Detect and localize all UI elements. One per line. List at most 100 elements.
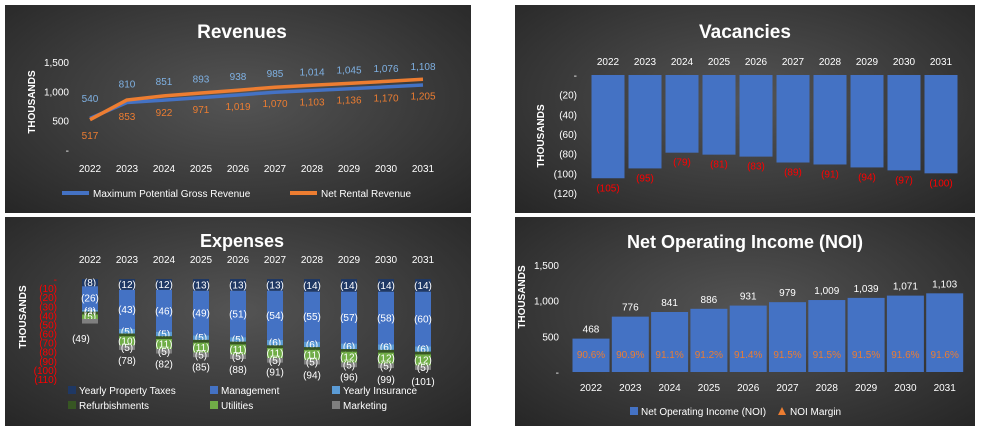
- expense-segment: [304, 279, 320, 292]
- expense-segment: [304, 341, 320, 348]
- expense-segment: [193, 342, 209, 353]
- x-tick-label: 2022: [79, 164, 102, 175]
- total-label: (91): [266, 368, 284, 379]
- data-label: (6): [417, 345, 429, 356]
- vacancy-bar: [887, 75, 921, 171]
- total-label: (101): [411, 377, 434, 388]
- expense-segment: [267, 345, 283, 349]
- expense-segment: [378, 291, 394, 345]
- data-label: (12): [340, 353, 358, 364]
- y-axis-title: THOUSANDS: [536, 104, 547, 168]
- expense-segment: [267, 339, 283, 346]
- margin-label: 91.6%: [931, 350, 959, 361]
- expense-segment: [378, 279, 394, 292]
- data-label: (58): [377, 314, 395, 325]
- margin-label: 90.9%: [616, 350, 644, 361]
- data-label: (13): [229, 280, 247, 291]
- x-tick-label: 2030: [375, 255, 398, 266]
- expense-segment: [119, 289, 135, 329]
- vacancy-bar: [776, 75, 810, 163]
- data-label: 1,108: [410, 62, 435, 73]
- data-label: (26): [81, 294, 99, 305]
- legend-label: Yearly Property Taxes: [79, 386, 176, 397]
- y-tick-label: (80): [559, 150, 577, 161]
- data-label: 1,076: [373, 64, 398, 75]
- x-tick-label: 2029: [855, 383, 878, 394]
- data-label: 517: [82, 131, 99, 142]
- data-label: (3): [84, 309, 96, 320]
- expense-segment: [156, 349, 172, 354]
- y-tick-label: 1,000: [44, 87, 69, 98]
- noi-bar: [611, 316, 649, 372]
- data-label: (14): [340, 281, 358, 292]
- data-label: (95): [636, 173, 654, 184]
- x-tick-label: 2031: [934, 383, 957, 394]
- legend-swatch: [68, 386, 76, 394]
- expense-segment: [82, 319, 98, 324]
- x-tick-label: 2025: [708, 57, 731, 68]
- vacancies-chart-svg: Vacancies THOUSANDS - (20) (40) (60) (80) (10…: [536, 22, 958, 200]
- data-label: (5): [121, 343, 133, 354]
- chart-title: Revenues: [197, 22, 287, 43]
- data-label: (6): [343, 342, 355, 353]
- expense-segment: [193, 352, 209, 358]
- data-label: 1,039: [854, 284, 879, 295]
- y-tick-label: (110): [34, 375, 57, 386]
- expense-segment: [415, 291, 431, 347]
- margin-label: 91.5%: [813, 350, 841, 361]
- data-label: (11): [303, 350, 320, 361]
- expense-segment: [82, 309, 98, 312]
- data-label: (5): [417, 363, 429, 374]
- expense-segment: [267, 279, 283, 291]
- data-label: 468: [583, 325, 600, 336]
- data-label: (43): [118, 305, 136, 316]
- legend-label: Refurbishments: [79, 401, 149, 412]
- data-label: (14): [414, 281, 432, 292]
- legend-label: Maximum Potential Gross Revenue: [93, 189, 251, 200]
- y-tick-label: -: [66, 146, 69, 157]
- data-label: 1,136: [336, 95, 361, 106]
- data-label: 922: [156, 108, 173, 119]
- data-label: 810: [119, 79, 136, 90]
- y-tick-label: -: [54, 275, 57, 286]
- total-label: (88): [229, 365, 247, 376]
- data-label: (60): [414, 315, 432, 326]
- data-label: 851: [156, 77, 173, 88]
- expense-segment: [378, 349, 394, 353]
- chart-title: Net Operating Income (NOI): [627, 232, 863, 252]
- vacancy-bar: [924, 75, 958, 174]
- expense-segment: [341, 291, 357, 344]
- expense-segment: [230, 290, 246, 338]
- expense-segment: [415, 365, 431, 370]
- x-tick-label: 2023: [634, 57, 657, 68]
- y-tick-label: -: [574, 71, 577, 82]
- noi-bar: [808, 300, 846, 372]
- legend-label: Utilities: [221, 401, 253, 412]
- expense-segment: [267, 290, 283, 340]
- data-label: (12): [155, 280, 173, 291]
- margin-label: 91.6%: [891, 350, 919, 361]
- total-label: (49): [72, 334, 90, 345]
- expense-segment: [378, 363, 394, 369]
- data-label: (105): [596, 183, 619, 194]
- data-label: 971: [193, 105, 210, 116]
- margin-label: 91.4%: [734, 350, 762, 361]
- data-label: (5): [158, 347, 170, 358]
- expense-segment: [119, 279, 135, 290]
- chart-title: Vacancies: [699, 22, 791, 43]
- x-tick-label: 2026: [745, 57, 768, 68]
- data-label: 893: [193, 75, 210, 86]
- vacancies-chart: Vacancies THOUSANDS - (20) (40) (60) (80) (10…: [515, 5, 975, 213]
- legend-label: NOI Margin: [790, 407, 841, 418]
- data-label: 1,019: [225, 102, 250, 113]
- data-label: 1,045: [336, 66, 361, 77]
- legend-label: Management: [221, 386, 280, 397]
- expense-segment: [304, 349, 320, 360]
- total-label: (82): [155, 360, 173, 371]
- expense-segment: [119, 345, 135, 350]
- data-label: (12): [118, 280, 136, 291]
- noi-bar: [729, 305, 767, 372]
- data-label: (11): [192, 343, 209, 354]
- data-label: (5): [84, 312, 96, 323]
- data-label: (6): [269, 338, 281, 349]
